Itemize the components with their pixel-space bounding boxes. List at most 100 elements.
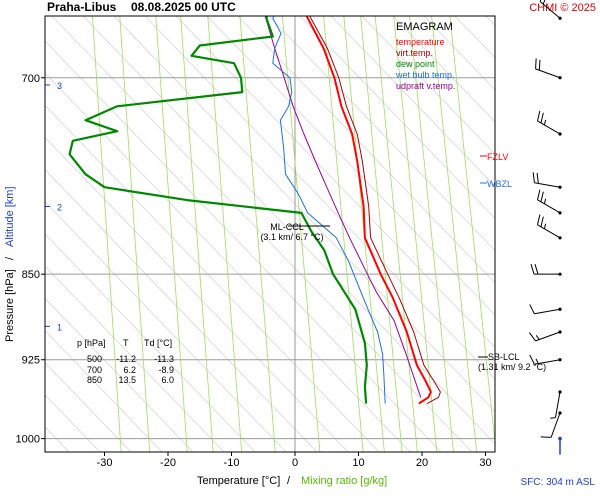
wind-barb-station [558, 272, 562, 276]
wind-barb [558, 436, 562, 455]
dry-adiabat-line [45, 72, 411, 452]
table-cell-p: 850 [87, 375, 102, 385]
sb-lcl-label: SB-LCL [488, 352, 520, 362]
series-dew-point-line [68, 16, 368, 404]
temperature-tick-label: -30 [97, 457, 113, 469]
dry-adiabat-line [45, 297, 194, 452]
wind-barb [529, 304, 562, 315]
wind-barb-flag [530, 264, 535, 275]
legend: EMAGRAM temperature virt.temp. dew point… [395, 21, 455, 91]
plot-frame [44, 15, 496, 453]
mixing-ratio-line [449, 16, 495, 447]
wind-barb-staff [534, 182, 561, 188]
wind-barb-station [558, 330, 562, 334]
wind-barb-station [558, 76, 562, 80]
table-header-t: T [123, 338, 129, 348]
pressure-tick-label: 1000 [16, 434, 40, 446]
dry-adiabat-line [45, 265, 225, 452]
table-cell-td: -11.3 [154, 354, 174, 364]
dry-adiabat-line [45, 362, 132, 452]
x-axis-title-temperature: Temperature [°C] [197, 475, 280, 487]
wind-barb-half-flag [535, 358, 539, 364]
y-axis-title-altitude: Altitude [km] [4, 186, 16, 247]
dry-adiabat-line [45, 201, 287, 452]
wind-barb-staff [535, 68, 561, 79]
wbzl-marker: WBZL [480, 179, 512, 189]
wind-barb [540, 411, 562, 438]
ml-ccl-annotation: ML-CCL (3.1 km/ 6.7 °C) [260, 222, 330, 242]
wind-barb-flag [536, 110, 541, 122]
table-cell-t: 13.5 [118, 375, 136, 385]
mixing-ratio-line [282, 16, 321, 452]
sounding-datetime: 08.08.2025 00 UTC [131, 0, 236, 14]
mixing-ratio-line [180, 16, 214, 452]
wind-barb-staff [539, 1, 561, 19]
sb-lcl-detail: (1.31 km/ 9.2 °C) [478, 362, 546, 372]
mixing-ratio-line [360, 16, 403, 452]
dry-adiabat-line [361, 16, 495, 155]
dry-adiabat-line [113, 16, 495, 413]
temperature-tick-label: -20 [160, 457, 176, 469]
temperature-tick-label: 30 [479, 457, 491, 469]
wind-barb-staff [537, 224, 561, 239]
wind-barb [536, 214, 562, 240]
wind-barb-staff [550, 412, 561, 438]
y-axis-title: Pressure [hPa] / Altitude [km] [4, 186, 16, 342]
wind-barb-half-flag [543, 223, 547, 229]
wind-barb-half-flag [550, 417, 556, 419]
wind-barb-staff [534, 308, 561, 315]
fzlv-label: FZLV [487, 152, 508, 162]
chart-title: EMAGRAM [396, 21, 453, 33]
surface-label: SFC: 304 m ASL [521, 477, 596, 488]
mixing-ratio-line [409, 16, 454, 452]
table-header-td: Td [°C] [144, 338, 172, 348]
dry-adiabat-line [237, 16, 495, 284]
wind-barb [536, 189, 562, 215]
wind-barb-half-flag [543, 119, 547, 126]
wind-barb-flag [529, 354, 535, 365]
mixing-ratio-line [323, 16, 364, 452]
table-cell-p: 500 [87, 354, 102, 364]
legend-item-wet-bulb: wet bulb temp. [395, 70, 455, 80]
pressure-tick-label: 925 [22, 355, 40, 367]
wind-barb [529, 354, 562, 365]
dry-adiabat-line [206, 16, 495, 316]
legend-item-virt-temp: virt.temp. [396, 48, 433, 58]
copyright: CHMI © 2025 [529, 2, 596, 14]
wind-barb-flag [536, 214, 541, 225]
wind-barb-flag [540, 436, 552, 438]
wind-barb [536, 110, 562, 136]
dry-adiabat-line [45, 329, 163, 452]
wind-barb-half-flag [535, 335, 540, 340]
temperature-tick-label: 20 [416, 457, 428, 469]
sb-lcl-annotation: SB-LCL (1.31 km/ 9.2 °C) [478, 352, 546, 372]
wind-barb-staff [537, 199, 561, 214]
wind-barb-station [558, 16, 562, 20]
mixing-ratio-line [374, 16, 418, 452]
wind-barb-flag [538, 59, 541, 71]
sounding-table: p [hPa] T Td [°C] 500 -11.2 -11.3 700 6.… [77, 338, 174, 385]
dry-adiabat-line [268, 16, 495, 252]
wind-barb-station [558, 411, 562, 415]
y-axis-title-pressure: Pressure [hPa] [4, 269, 16, 342]
wind-barb-station [558, 236, 562, 240]
mixing-ratio-line [393, 16, 438, 452]
wind-barb-flag [529, 304, 535, 315]
mixing-ratio-line [343, 16, 385, 452]
x-axis-title-separator: / [287, 475, 291, 487]
mixing-ratio-line [239, 16, 276, 452]
mixing-ratio-line [155, 16, 188, 452]
legend-item-updraft: udpraft v.temp. [396, 81, 455, 91]
mixing-ratio-line [207, 16, 243, 452]
table-cell-p: 700 [87, 365, 102, 375]
dry-adiabat-line [45, 136, 349, 452]
wind-barb-flag [534, 264, 539, 275]
legend-item-temperature: temperature [396, 37, 445, 47]
altitude-tick-label: 3 [57, 81, 62, 91]
wind-barb-staff [535, 331, 561, 342]
station-name: Praha-Libus [47, 0, 117, 14]
wind-barb-station [558, 211, 562, 215]
temperature-tick-label: 0 [292, 457, 298, 469]
dry-adiabat-line [299, 16, 495, 220]
table-cell-td: -8.9 [158, 365, 174, 375]
